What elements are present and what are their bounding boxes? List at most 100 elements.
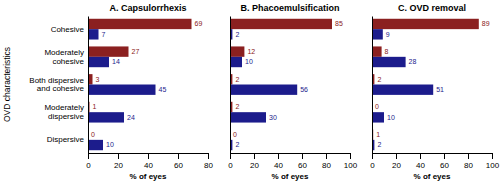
data-label: 3	[96, 76, 100, 83]
tick-mark	[148, 153, 149, 159]
data-label: 2	[235, 31, 239, 38]
x-tick: 40	[416, 153, 425, 170]
tick-mark	[88, 153, 89, 159]
data-label: 51	[436, 86, 444, 93]
x-tick: 80	[204, 153, 213, 170]
tick-label: 0	[228, 161, 233, 170]
data-label: 10	[106, 141, 114, 148]
y-tick: Dispersive	[47, 135, 85, 144]
tick-mark	[118, 153, 119, 159]
axis-line	[373, 153, 493, 154]
tick-label: Moderatelydispersive	[44, 103, 84, 121]
title: C. OVD removal	[398, 3, 466, 13]
x-tick: 100	[344, 153, 358, 170]
bar	[230, 57, 242, 67]
panel: 6927310714452410020406080CohesiveModerat…	[2, 3, 213, 181]
tick-label: 60	[174, 161, 183, 170]
data-label: 1	[93, 103, 97, 110]
bar	[88, 57, 109, 67]
x-tick: 40	[274, 153, 283, 170]
bar	[88, 85, 156, 95]
data-label: 2	[235, 76, 239, 83]
data-label: 45	[159, 86, 167, 93]
data-label: 0	[375, 103, 379, 110]
tick-label: 60	[298, 161, 307, 170]
bars	[230, 19, 332, 150]
tick-mark	[468, 153, 469, 159]
y-axis: CohesiveModeratelycohesiveBoth dispersiv…	[29, 17, 88, 154]
tick-label: 80	[322, 161, 331, 170]
title: B. Phacoemulsification	[240, 3, 339, 13]
tick-mark	[326, 153, 327, 159]
title: A. Capsulorrhexis	[109, 3, 186, 13]
x-tick: 0	[370, 153, 375, 170]
tick-mark	[254, 153, 255, 159]
tick-label: 80	[464, 161, 473, 170]
axis-line	[230, 17, 231, 154]
tick-label: 20	[114, 161, 123, 170]
y-tick: Both dispersiveand cohesive	[29, 76, 84, 94]
x-axis-title: % of eyes	[414, 172, 451, 181]
tick-mark	[396, 153, 397, 159]
x-tick: 0	[228, 153, 233, 170]
tick-label: 40	[274, 161, 283, 170]
bar	[88, 112, 124, 122]
data-label: 10	[245, 58, 253, 65]
bars	[88, 19, 192, 150]
tick-label: 100	[486, 161, 500, 170]
data-label: 2	[377, 76, 381, 83]
bar	[88, 140, 103, 150]
y-axis-title: OVD characteristics	[2, 47, 12, 122]
bar	[88, 46, 129, 56]
x-tick: 40	[144, 153, 153, 170]
x-axis-title: % of eyes	[130, 172, 167, 181]
tick-mark	[492, 153, 493, 159]
data-label: 69	[195, 20, 203, 27]
tick-label: Cohesive	[51, 25, 85, 34]
bar	[372, 85, 433, 95]
x-tick: 60	[298, 153, 307, 170]
bars	[372, 19, 479, 150]
y-tick: Cohesive	[51, 25, 85, 34]
x-tick: 20	[392, 153, 401, 170]
x-tick: 80	[464, 153, 473, 170]
data-label: 89	[482, 20, 490, 27]
data-label: 12	[247, 48, 255, 55]
bar	[372, 19, 479, 29]
data-label: 56	[300, 86, 308, 93]
data-label: 14	[112, 58, 120, 65]
tick-label: 40	[416, 161, 425, 170]
data-label: 10	[387, 114, 395, 121]
bar	[230, 112, 266, 122]
data-label: 2	[377, 141, 381, 148]
tick-mark	[208, 153, 209, 159]
axis-line	[88, 17, 89, 154]
bar	[372, 29, 383, 39]
data-label: 24	[127, 114, 135, 121]
bar	[230, 19, 332, 29]
data-label: 28	[409, 58, 417, 65]
x-axis-title: % of eyes	[272, 172, 309, 181]
tick-label: 80	[204, 161, 213, 170]
data-label: 2	[235, 103, 239, 110]
data-labels: 851222021056302	[233, 20, 343, 148]
tick-label: 20	[250, 161, 259, 170]
x-axis: 020406080	[86, 153, 213, 170]
x-axis: 0 20 40 60 80 100	[370, 153, 499, 170]
tick-label: 0	[370, 161, 375, 170]
data-label: 9	[386, 31, 390, 38]
tick-mark	[420, 153, 421, 159]
data-label: 30	[269, 114, 277, 121]
tick-mark	[444, 153, 445, 159]
x-tick: 20	[250, 153, 259, 170]
x-tick: 60	[440, 153, 449, 170]
data-label: 0	[233, 131, 237, 138]
tick-label: Dispersive	[47, 135, 85, 144]
bar	[230, 46, 244, 56]
data-label: 2	[235, 141, 239, 148]
x-axis: 0 20 40 60 80 100	[228, 153, 357, 170]
x-tick: 60	[174, 153, 183, 170]
panel: 851222021056302020406080100B. Phacoemuls…	[228, 3, 357, 181]
data-labels: 89820192851102	[375, 20, 490, 148]
y-axis	[372, 17, 373, 154]
